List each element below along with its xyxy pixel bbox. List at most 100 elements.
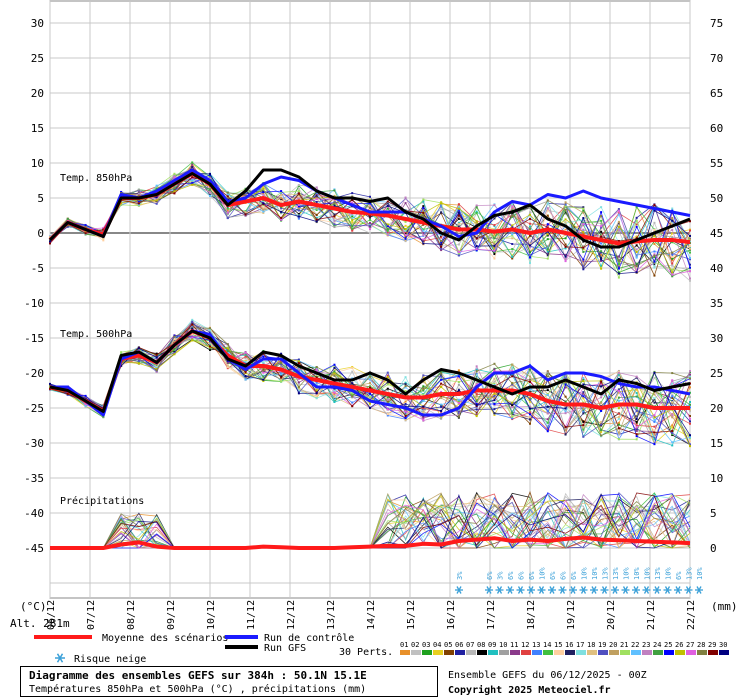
ensemble-member-point <box>617 392 620 395</box>
ensemble-member-point <box>386 224 389 227</box>
ensemble-member-point <box>582 397 585 400</box>
ensemble-member-point <box>600 257 603 260</box>
ensemble-member-point <box>209 173 211 176</box>
ensemble-member-point <box>564 395 567 398</box>
ensemble-member-point <box>635 422 638 425</box>
snow-risk-percent: 6% <box>560 571 568 580</box>
ensemble-member-point <box>582 424 585 427</box>
legend-gfs-label: Run GFS <box>264 643 306 654</box>
pert-color-swatch <box>510 650 520 655</box>
ensemble-member-point <box>209 191 211 194</box>
ensemble-member-point <box>689 256 691 259</box>
ensemble-member-point <box>546 202 549 205</box>
ensemble-member-point <box>280 210 283 213</box>
ensemble-member-point <box>635 248 638 251</box>
ensemble-member-point <box>297 195 300 198</box>
snowflake-icon <box>632 586 640 594</box>
ensemble-member-point <box>564 406 567 409</box>
perturbation-legend: 01 02 03 04 05 06 07 08 09 10 11 12 13 14 15 16 17 18 19 20… <box>400 641 729 655</box>
ensemble-member-point <box>564 408 567 411</box>
x-tick-label: 20/12 <box>606 600 617 630</box>
ensemble-member-point <box>369 198 371 201</box>
ensemble-member-point <box>529 398 531 401</box>
ensemble-member-point <box>386 381 389 384</box>
left-tick-label: -20 <box>24 367 44 380</box>
ensemble-member-point <box>600 401 603 404</box>
ensemble-member-point <box>546 248 549 251</box>
ensemble-member-point <box>386 387 389 390</box>
ensemble-member-point <box>440 378 443 381</box>
ensemble-member-point <box>173 350 176 353</box>
ensemble-member-point <box>173 176 176 179</box>
x-tick-label: 08/12 <box>126 600 137 630</box>
ensemble-member-point <box>262 187 265 190</box>
ensemble-member-point <box>262 369 265 372</box>
ensemble-member-point <box>120 203 123 206</box>
ensemble-member-point <box>404 390 407 393</box>
ensemble-member-point <box>564 433 567 436</box>
ensemble-member-point <box>546 245 549 248</box>
ensemble-member-point <box>155 188 158 191</box>
ensemble-member-point <box>511 384 514 387</box>
ensemble-member-point <box>457 387 460 390</box>
ensemble-member-point <box>564 383 567 386</box>
pert-color-swatch <box>719 650 729 655</box>
ensemble-member-point <box>155 184 158 187</box>
ensemble-member-point <box>440 247 443 250</box>
ensemble-member-point <box>635 415 638 418</box>
ensemble-member-point <box>457 211 460 214</box>
ensemble-member-point <box>600 214 603 217</box>
ensemble-member-point <box>600 230 603 233</box>
ensemble-member-point <box>333 395 336 398</box>
ensemble-member-point <box>653 221 656 224</box>
ensemble-member-point <box>475 399 478 402</box>
label-precipitations: Précipitations <box>60 495 144 507</box>
ensemble-member-point <box>369 396 371 399</box>
ensemble-member-point <box>529 255 531 258</box>
ensemble-member-point <box>226 367 229 370</box>
run-gfs-t850-line <box>48 168 691 249</box>
ensemble-member-point <box>369 218 371 221</box>
ensemble-member-point <box>529 413 531 416</box>
ensemble-member-point <box>635 426 638 429</box>
ensemble-member-point <box>493 413 496 416</box>
ensemble-member-point <box>689 266 691 269</box>
ensemble-member-point <box>635 429 638 432</box>
ensemble-member-point <box>493 377 496 380</box>
snow-risk-percent: 6% <box>675 571 683 580</box>
ensemble-member-point <box>635 435 638 438</box>
ensemble-member-point <box>493 397 496 400</box>
ensemble-member-point <box>66 225 69 228</box>
ensemble-member-point <box>617 421 620 424</box>
ensemble-member-point <box>155 356 158 359</box>
pert-color-swatch <box>664 650 674 655</box>
ensemble-member-point <box>564 258 567 261</box>
ensemble-member-point <box>297 368 300 371</box>
snowflake-icon <box>455 586 463 594</box>
ensemble-member-point <box>600 219 603 222</box>
ensemble-member-point <box>280 216 283 219</box>
ensemble-member-point <box>511 415 514 418</box>
ensemble-member-point <box>475 237 478 240</box>
ensemble-member-point <box>493 244 496 247</box>
ensemble-member-point <box>66 392 69 395</box>
ensemble-member-point <box>564 412 567 415</box>
ensemble-member-point <box>493 362 496 365</box>
ensemble-member-point <box>422 407 425 410</box>
ensemble-member-point <box>386 376 389 379</box>
ensemble-member-point <box>635 235 638 238</box>
ensemble-member-point <box>297 205 300 208</box>
ensemble-member-point <box>511 417 514 420</box>
right-tick-label: 65 <box>710 87 723 100</box>
ensemble-member-point <box>635 376 638 379</box>
ensemble-member-point <box>671 379 674 382</box>
ensemble-member-point <box>422 389 425 392</box>
ensemble-member-point <box>191 182 194 185</box>
ensemble-member-point <box>564 245 567 248</box>
ensemble-member-point <box>404 376 407 379</box>
ensemble-member-point <box>422 205 425 208</box>
ensemble-member-point <box>600 264 603 267</box>
ensemble-member-point <box>564 386 567 389</box>
ensemble-member-point <box>386 229 389 232</box>
ensemble-member-point <box>404 202 407 205</box>
